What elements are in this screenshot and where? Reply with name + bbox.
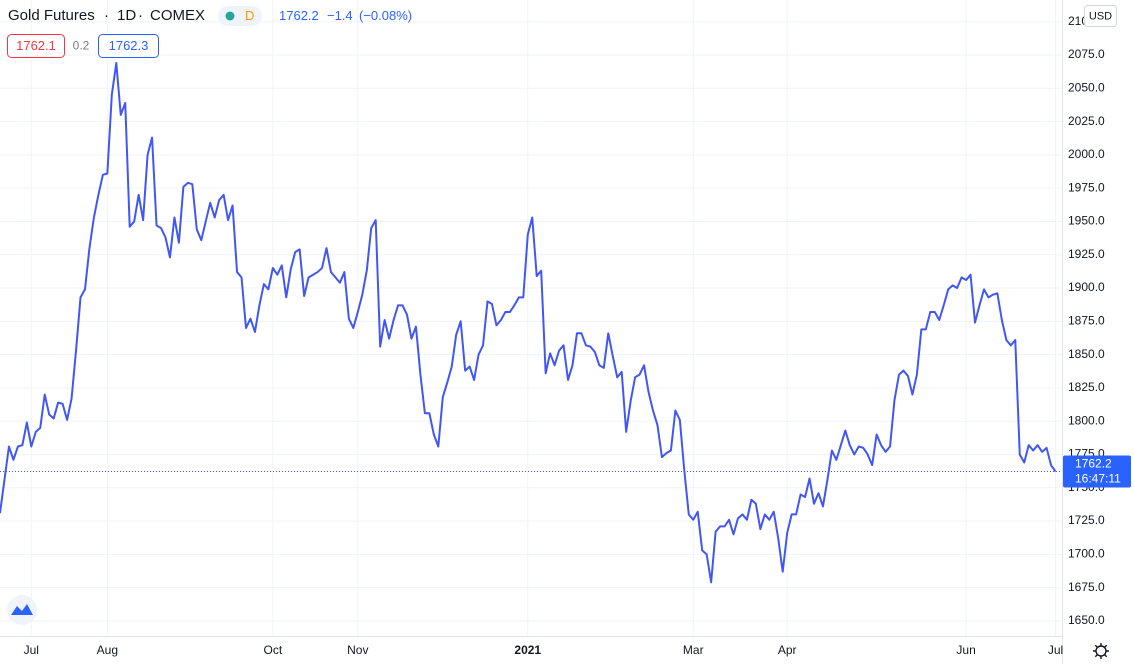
status-pill[interactable] (218, 6, 262, 26)
legend: Gold Futures · 1D · COMEX D 1762.2 −1.4 … (7, 6, 412, 58)
y-tick-label: 1975.0 (1068, 180, 1105, 194)
y-tick-label: 1900.0 (1068, 280, 1105, 294)
x-tick-label: Mar (683, 643, 704, 657)
spread: 0.2 (73, 39, 90, 53)
bid-price: 1762.1 (16, 38, 56, 53)
countdown: 16:47:11 (1075, 472, 1121, 486)
logo-icon (11, 604, 33, 615)
y-tick-label: 2050.0 (1068, 80, 1105, 94)
axes: 1650.01675.01700.01725.01750.01775.01800… (24, 14, 1131, 657)
dot: · (138, 7, 143, 24)
settings-button[interactable] (1093, 643, 1109, 659)
y-tick-label: 1925.0 (1068, 247, 1105, 261)
logo[interactable] (7, 595, 37, 625)
y-tick-label: 1825.0 (1068, 380, 1105, 394)
delay-badge: D (245, 8, 254, 23)
change: −1.4 (327, 8, 353, 23)
buy-button[interactable] (98, 34, 159, 58)
y-tick-label: 1800.0 (1068, 413, 1105, 427)
symbol-title: Gold Futures (8, 7, 95, 24)
currency-button[interactable] (1084, 5, 1117, 27)
currency: USD (1089, 10, 1112, 22)
ask-price: 1762.3 (109, 38, 149, 53)
y-tick-label: 1725.0 (1068, 513, 1105, 527)
last-price-label: 1762.2 (1075, 457, 1112, 471)
sell-button[interactable] (7, 34, 65, 58)
x-tick-label: 2021 (514, 643, 541, 657)
y-tick-label: 2000.0 (1068, 147, 1105, 161)
y-tick-label: 1950.0 (1068, 214, 1105, 228)
price-line (0, 61, 1057, 584)
last-price-box (1063, 455, 1131, 488)
y-tick-label: 1675.0 (1068, 580, 1105, 594)
y-tick-label: 1850.0 (1068, 347, 1105, 361)
market-status (225, 11, 235, 21)
y-tick-label: 2075.0 (1068, 47, 1105, 61)
logo-bg[interactable] (7, 595, 37, 625)
y-tick-label: 2025.0 (1068, 114, 1105, 128)
change-percent: (−0.08%) (359, 8, 412, 23)
x-tick-label: Jul (24, 643, 39, 657)
x-tick-label: Aug (97, 643, 118, 657)
y-tick-label: 1700.0 (1068, 547, 1105, 561)
dot: · (104, 7, 109, 24)
x-tick-label: Apr (778, 643, 797, 657)
x-tick-label: Nov (347, 643, 368, 657)
x-tick-label: Oct (263, 643, 282, 657)
last-price: 1762.2 (279, 8, 319, 23)
y-tick-label: 1650.0 (1068, 613, 1105, 627)
interval[interactable]: 1D (117, 7, 136, 24)
plot (0, 61, 1062, 584)
x-tick-label: Jun (956, 643, 975, 657)
exchange: COMEX (150, 7, 205, 24)
x-tick-label: Jul (1048, 643, 1063, 657)
gear-teeth (1093, 643, 1109, 659)
y-tick-label: 1875.0 (1068, 314, 1105, 328)
